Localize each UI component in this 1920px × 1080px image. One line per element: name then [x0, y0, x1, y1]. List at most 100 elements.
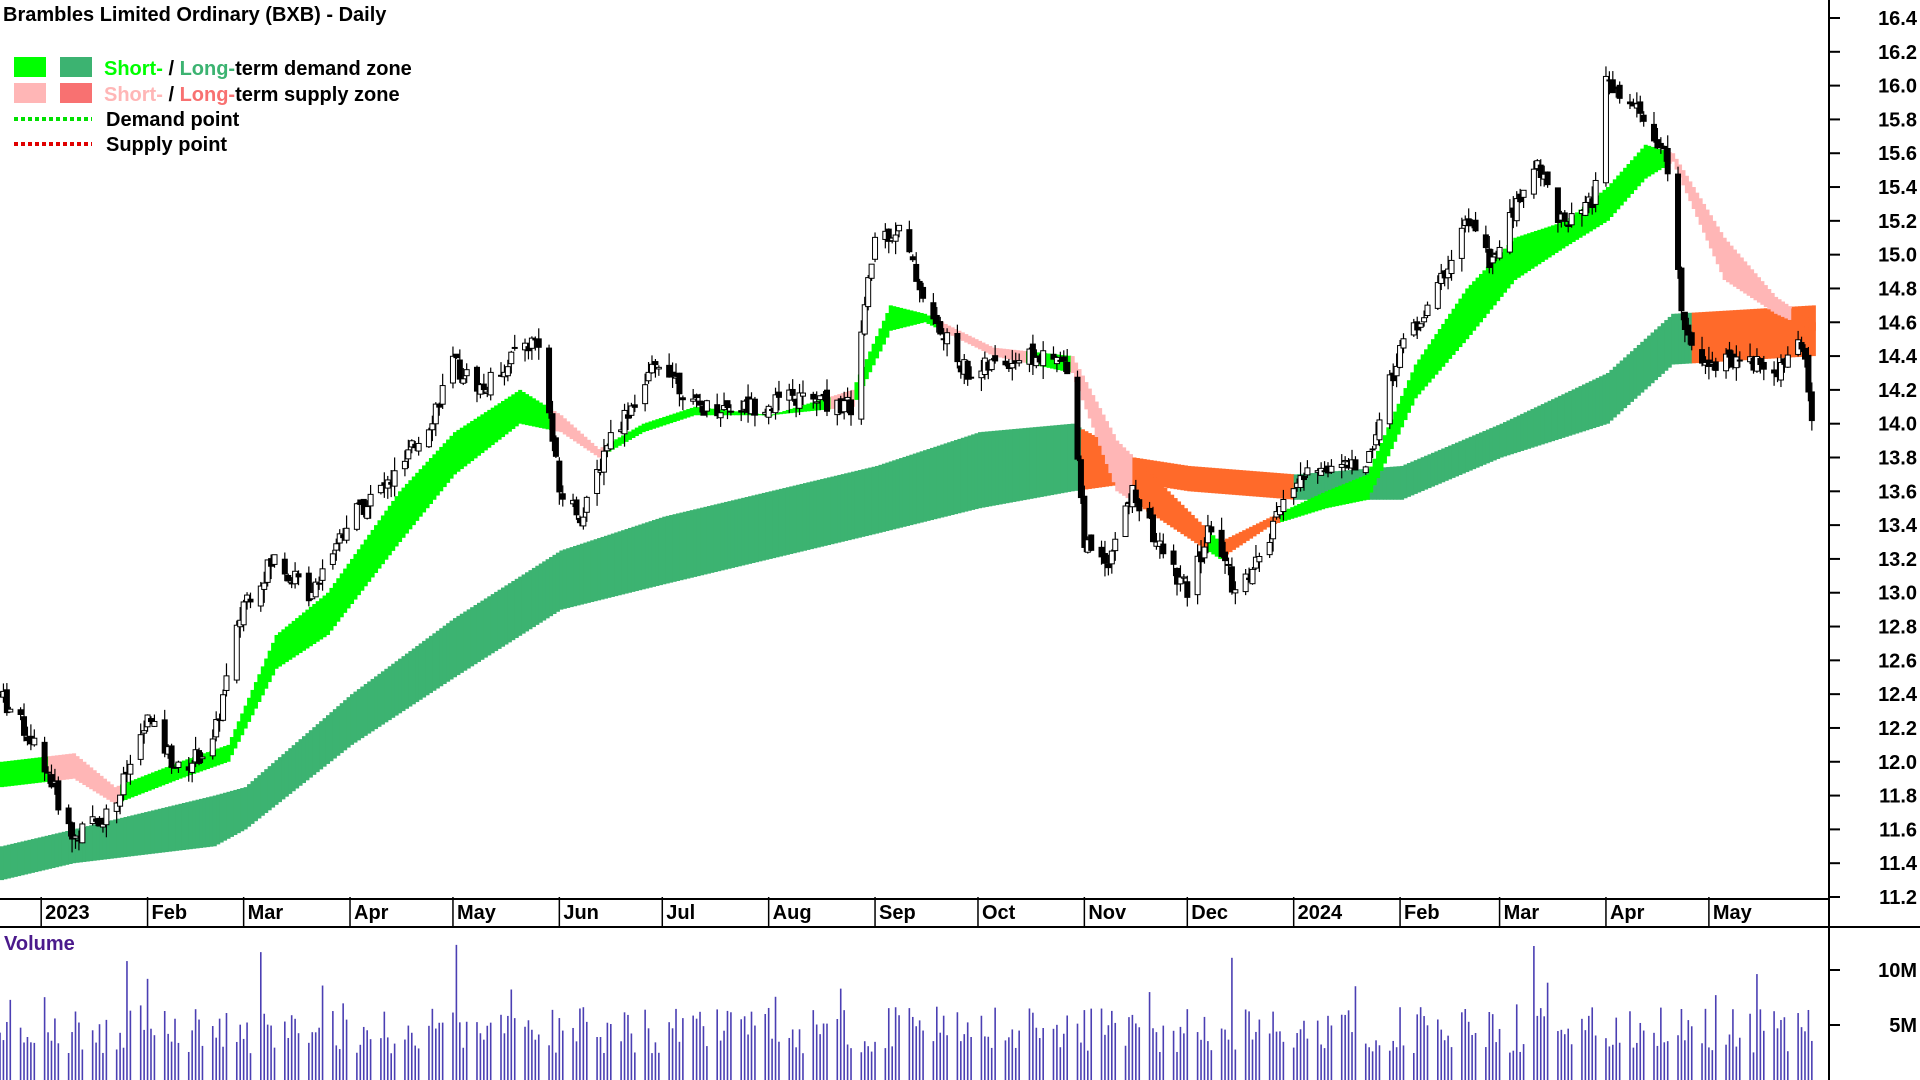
- long-zone-slice: [933, 446, 938, 520]
- short-zone-slice: [1194, 518, 1199, 544]
- candle-body: [765, 405, 772, 418]
- long-zone-slice: [857, 470, 862, 538]
- short-zone-slice: [387, 505, 392, 556]
- short-zone-slice: [175, 763, 180, 781]
- long-zone-slice: [308, 730, 313, 778]
- long-zone-slice: [401, 656, 406, 712]
- short-zone-slice: [1139, 464, 1144, 508]
- candle-body: [41, 741, 48, 773]
- long-zone-slice: [1019, 428, 1024, 501]
- short-zone-slice: [1537, 229, 1542, 265]
- short-zone-slice: [1478, 273, 1484, 323]
- long-zone-slice: [92, 824, 97, 861]
- candle-body: [1108, 550, 1115, 565]
- long-zone-slice: [823, 478, 828, 546]
- price-tick-label: 15.6: [1878, 143, 1917, 165]
- short-zone-slice: [813, 401, 818, 411]
- long-zone-slice: [1307, 473, 1312, 500]
- short-zone-slice: [1650, 146, 1655, 175]
- candle-body: [679, 397, 686, 401]
- long-zone-slice: [610, 533, 615, 597]
- candle-body: [1029, 343, 1036, 365]
- short-zone-slice: [1653, 147, 1659, 173]
- short-zone-slice: [1273, 515, 1278, 525]
- long-zone-slice: [1448, 445, 1453, 480]
- long-zone-slice: [1043, 426, 1048, 497]
- long-zone-slice: [1801, 305, 1806, 357]
- long-zone-slice: [1472, 435, 1477, 470]
- long-zone-slice: [446, 623, 451, 682]
- short-zone-slice: [631, 429, 636, 438]
- long-zone-slice: [1595, 377, 1600, 427]
- long-zone-slice: [772, 490, 777, 559]
- long-zone-slice: [72, 829, 77, 864]
- long-zone-slice: [37, 837, 42, 872]
- short-zone-slice: [1499, 252, 1504, 297]
- short-zone-slice: [1362, 475, 1367, 501]
- short-zone-slice: [929, 317, 934, 326]
- long-zone-slice: [1053, 425, 1058, 495]
- long-zone-slice: [1520, 413, 1525, 451]
- short-zone-slice: [651, 420, 657, 429]
- short-zone-slice: [291, 620, 296, 658]
- long-zone-slice: [614, 532, 619, 597]
- long-zone-slice: [1475, 433, 1480, 468]
- long-zone-slice: [360, 686, 365, 739]
- long-zone-slice: [761, 492, 766, 561]
- candle-body: [954, 333, 961, 363]
- long-zone-slice: [1379, 467, 1384, 500]
- candle-body: [642, 384, 649, 405]
- short-zone-slice: [384, 510, 389, 560]
- long-zone-slice: [1664, 320, 1669, 371]
- short-zone-slice: [1794, 310, 1799, 324]
- short-zone-slice: [284, 626, 289, 663]
- long-zone-slice: [1784, 307, 1789, 358]
- candle-body: [549, 413, 556, 442]
- short-zone-slice: [1279, 511, 1284, 522]
- short-zone-slice: [48, 756, 53, 782]
- candle-body: [1328, 465, 1335, 473]
- long-zone-slice: [995, 430, 1000, 506]
- candle-body: [1376, 419, 1383, 441]
- short-zone-slice: [1592, 198, 1597, 230]
- short-zone-slice: [1276, 513, 1281, 524]
- price-tick-label: 12.6: [1878, 650, 1917, 672]
- long-zone-slice: [89, 825, 94, 862]
- candle-body: [1489, 256, 1496, 264]
- long-zone-slice: [339, 703, 344, 754]
- short-zone-slice: [501, 401, 506, 438]
- long-zone-slice: [1063, 424, 1068, 493]
- candle-body: [1194, 555, 1201, 596]
- long-zone-slice: [617, 531, 622, 596]
- short-zone-slice: [1245, 528, 1250, 541]
- long-zone-slice: [1104, 442, 1109, 487]
- short-zone-slice: [17, 759, 22, 786]
- short-zone-slice: [1177, 501, 1182, 532]
- candle-body: [1650, 123, 1657, 142]
- candle-body: [99, 823, 106, 828]
- candle-body: [1386, 374, 1393, 425]
- month-tick-label: 2023: [45, 902, 90, 924]
- long-zone-slice: [1451, 444, 1456, 478]
- short-zone-slice: [20, 759, 25, 785]
- short-zone-slice: [61, 754, 66, 780]
- long-zone-slice: [545, 559, 550, 619]
- short-zone-slice: [1255, 523, 1260, 535]
- candle-body: [676, 372, 683, 395]
- short-zone-slice: [164, 767, 169, 785]
- candle-body: [1101, 553, 1108, 564]
- long-zone-slice: [1616, 363, 1621, 415]
- short-zone-slice: [1643, 144, 1648, 179]
- short-zone-slice: [796, 406, 801, 413]
- short-zone-slice: [1128, 454, 1134, 501]
- long-zone-slice: [1098, 438, 1103, 488]
- legend-label-short: Short-: [104, 84, 163, 106]
- long-zone-slice: [1695, 312, 1700, 364]
- long-zone-slice: [1207, 467, 1212, 493]
- short-zone-slice: [789, 408, 794, 414]
- short-zone-slice: [130, 780, 135, 798]
- short-zone-slice: [851, 389, 856, 407]
- long-zone-slice: [1266, 472, 1271, 498]
- long-zone-slice: [1269, 472, 1274, 498]
- short-zone-slice: [274, 634, 279, 669]
